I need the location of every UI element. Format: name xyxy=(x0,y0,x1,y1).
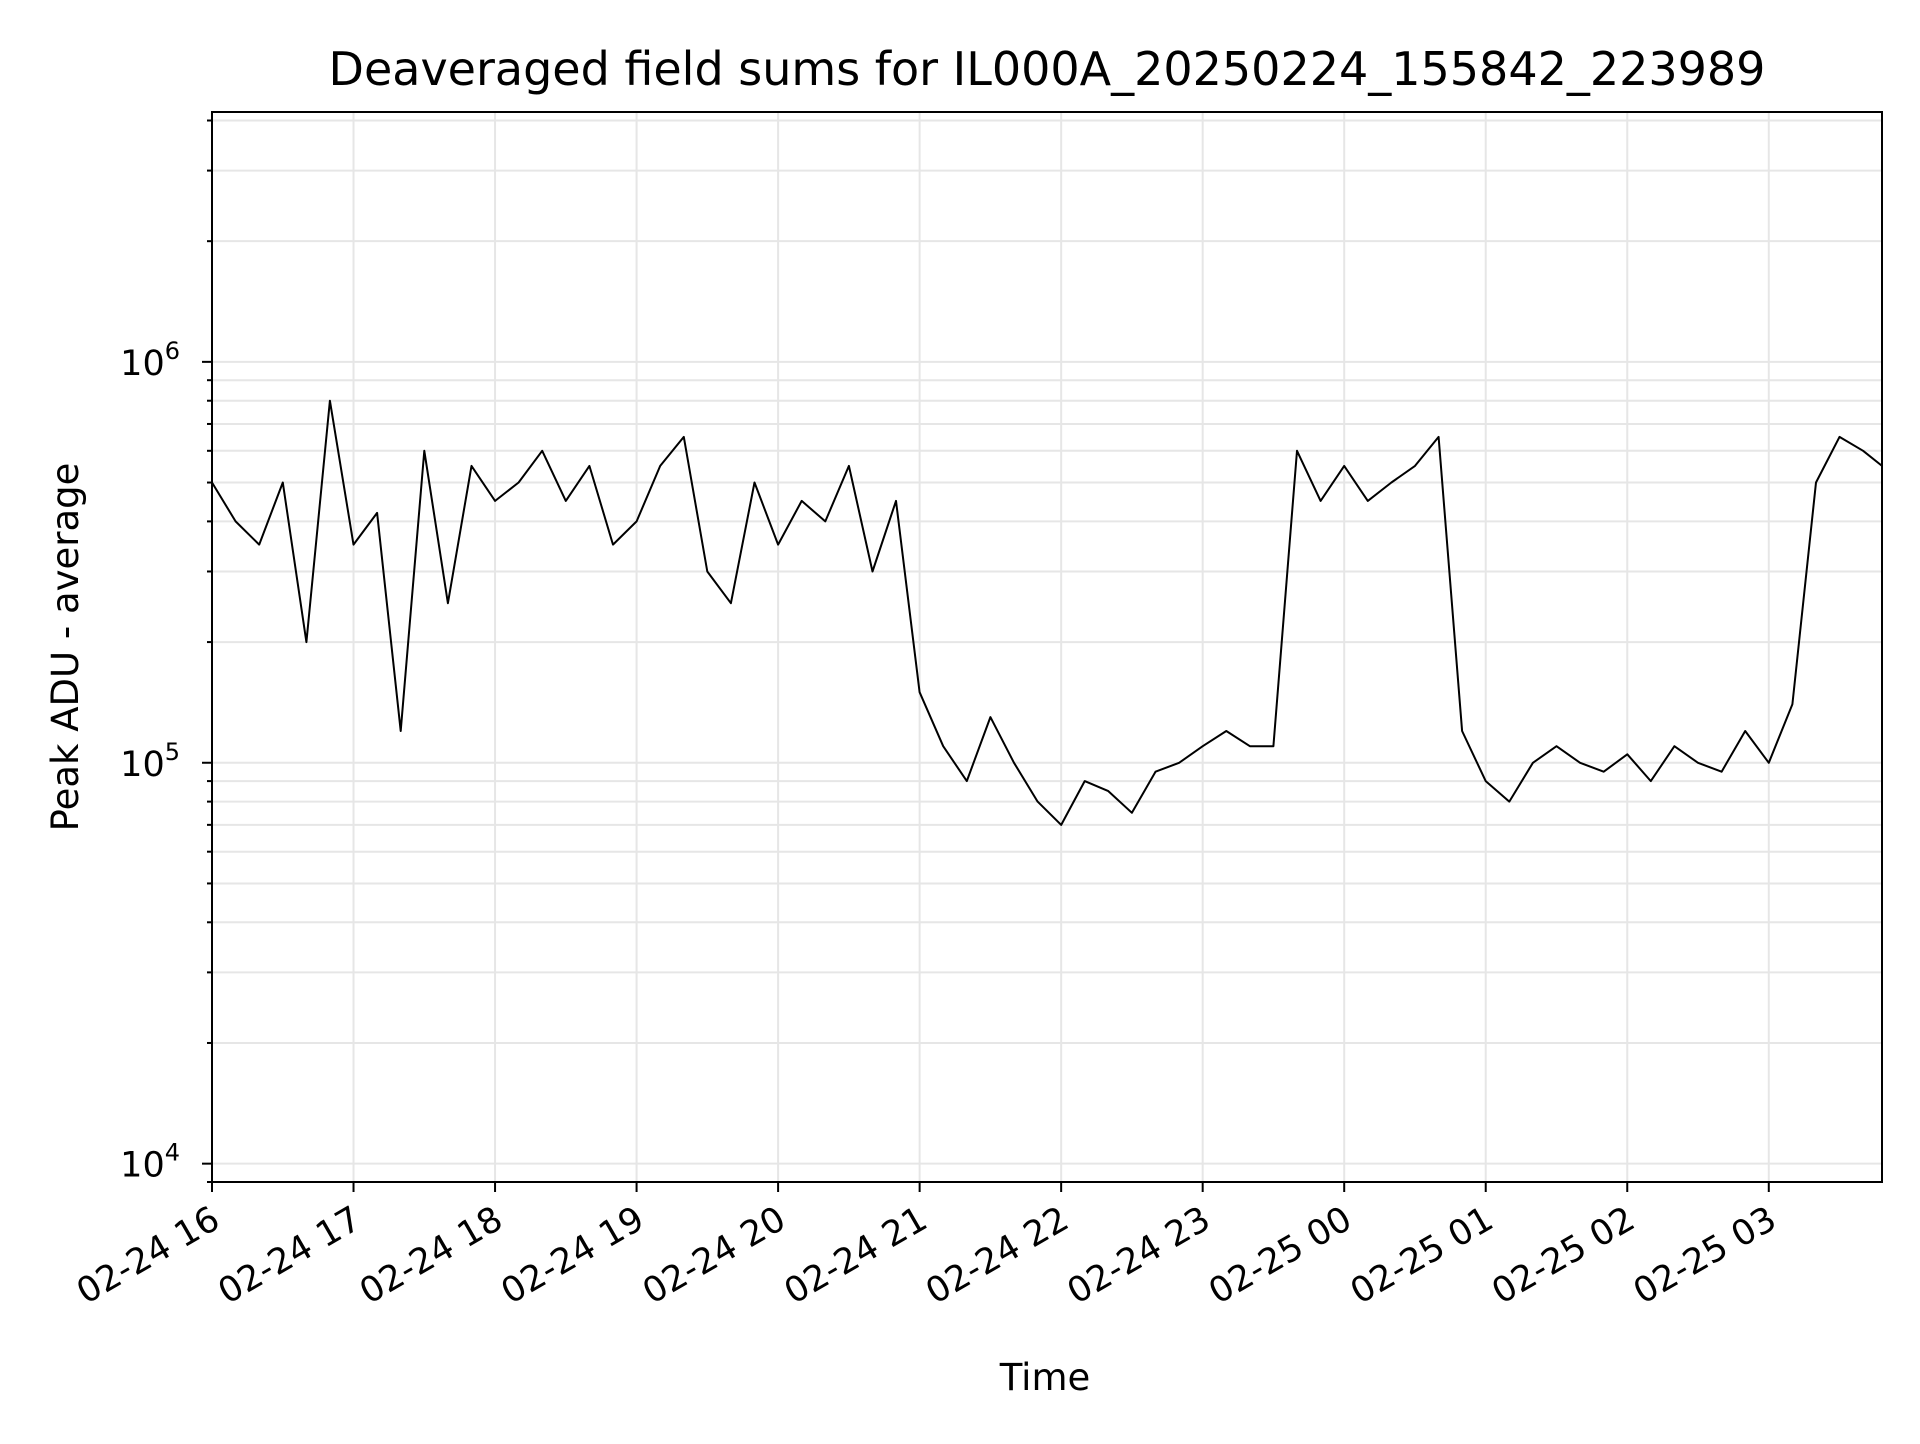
chart-title: Deaveraged field sums for IL000A_2025022… xyxy=(329,42,1766,96)
grid xyxy=(211,112,1882,1183)
series-line xyxy=(211,399,1883,826)
plot-area xyxy=(211,399,1883,826)
y-tick-label: 105 xyxy=(120,738,180,785)
y-tick-label: 106 xyxy=(120,337,180,384)
y-axis-label: Peak ADU - average xyxy=(44,463,87,832)
plot-frame xyxy=(211,111,1883,1183)
y-tick-label: 104 xyxy=(120,1139,180,1186)
x-axis-label: Time xyxy=(999,1356,1091,1399)
